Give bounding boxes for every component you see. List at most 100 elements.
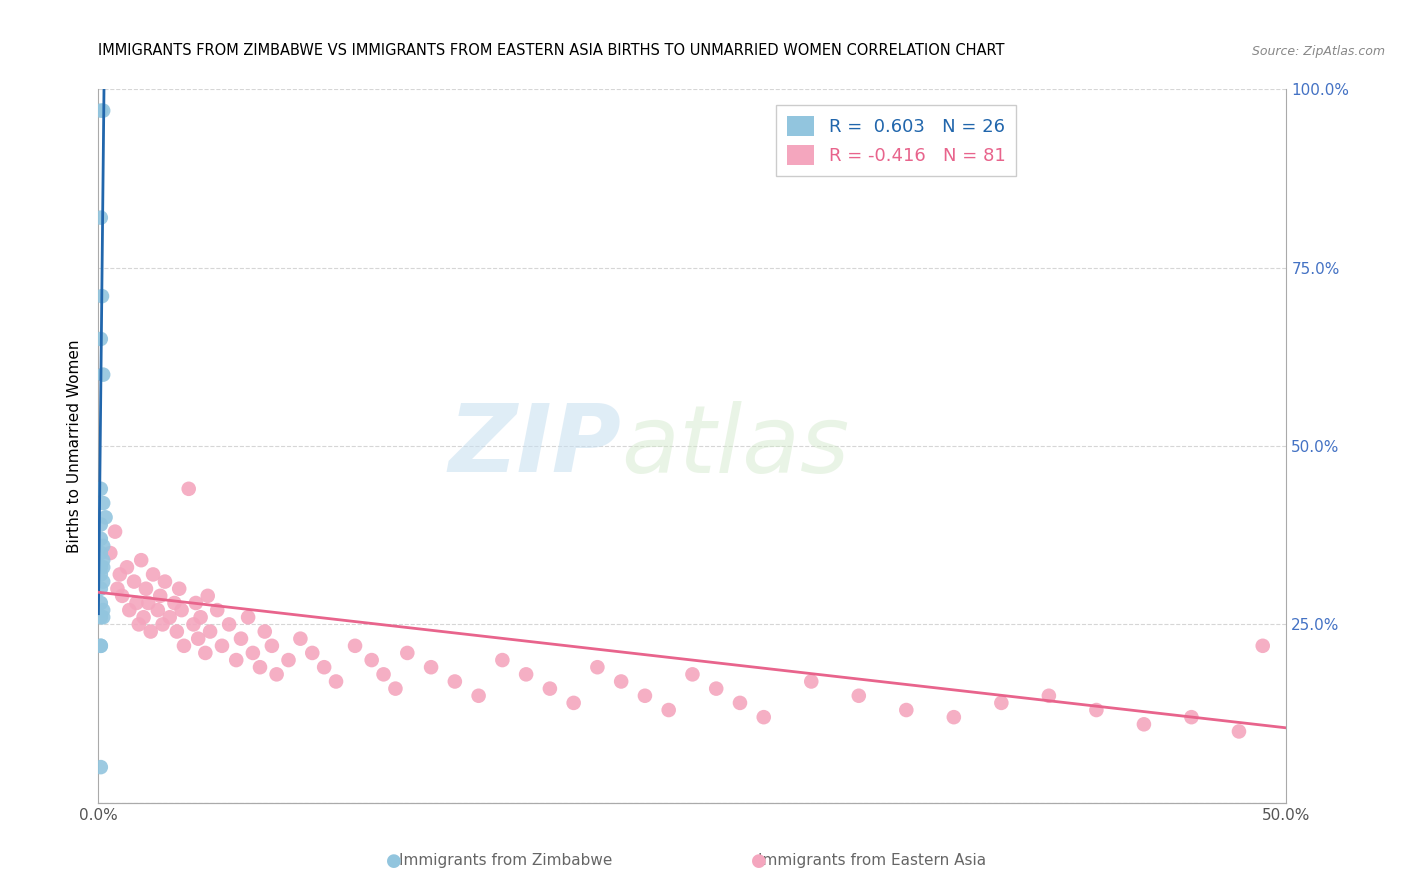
Point	[90, 760, 112, 774]
Point	[253, 624, 276, 639]
Point	[373, 667, 395, 681]
Point	[98, 546, 121, 560]
Point	[139, 624, 162, 639]
Point	[242, 646, 264, 660]
Point	[682, 667, 704, 681]
Point	[153, 574, 176, 589]
Text: Immigrants from Zimbabwe: Immigrants from Zimbabwe	[399, 854, 613, 868]
Text: IMMIGRANTS FROM ZIMBABWE VS IMMIGRANTS FROM EASTERN ASIA BIRTHS TO UNMARRIED WOM: IMMIGRANTS FROM ZIMBABWE VS IMMIGRANTS F…	[98, 43, 1005, 58]
Text: ●: ●	[751, 852, 768, 870]
Point	[132, 610, 155, 624]
Point	[91, 103, 114, 118]
Point	[538, 681, 561, 696]
Point	[197, 589, 219, 603]
Y-axis label: Births to Unmarried Women: Births to Unmarried Women	[67, 339, 83, 553]
Point	[90, 567, 112, 582]
Point	[91, 610, 114, 624]
Text: Immigrants from Eastern Asia: Immigrants from Eastern Asia	[758, 854, 986, 868]
Point	[90, 610, 112, 624]
Point	[896, 703, 918, 717]
Point	[183, 617, 205, 632]
Point	[314, 660, 336, 674]
Point	[118, 603, 141, 617]
Point	[301, 646, 323, 660]
Point	[1251, 639, 1274, 653]
Point	[90, 639, 112, 653]
Point	[266, 667, 288, 681]
Point	[704, 681, 727, 696]
Point	[190, 610, 212, 624]
Point	[249, 660, 271, 674]
Point	[1085, 703, 1108, 717]
Point	[344, 639, 367, 653]
Point	[360, 653, 382, 667]
Point	[149, 589, 172, 603]
Point	[236, 610, 259, 624]
Point	[800, 674, 823, 689]
Point	[1180, 710, 1202, 724]
Point	[91, 574, 114, 589]
Point	[187, 632, 209, 646]
Point	[122, 574, 145, 589]
Point	[167, 582, 190, 596]
Point	[277, 653, 299, 667]
Point	[90, 211, 112, 225]
Point	[198, 624, 221, 639]
Point	[173, 639, 195, 653]
Point	[163, 596, 186, 610]
Point	[91, 289, 114, 303]
Point	[90, 482, 112, 496]
Point	[135, 582, 157, 596]
Point	[225, 653, 247, 667]
Point	[290, 632, 312, 646]
Point	[586, 660, 609, 674]
Point	[658, 703, 681, 717]
Point	[136, 596, 159, 610]
Point	[610, 674, 633, 689]
Text: ●: ●	[385, 852, 402, 870]
Point	[218, 617, 240, 632]
Point	[125, 596, 148, 610]
Text: atlas: atlas	[621, 401, 849, 491]
Point	[159, 610, 181, 624]
Point	[420, 660, 443, 674]
Point	[384, 681, 406, 696]
Point	[1133, 717, 1156, 731]
Point	[90, 596, 112, 610]
Point	[152, 617, 174, 632]
Text: ZIP: ZIP	[449, 400, 621, 492]
Point	[91, 603, 114, 617]
Point	[170, 603, 193, 617]
Point	[260, 639, 283, 653]
Text: Source: ZipAtlas.com: Source: ZipAtlas.com	[1251, 45, 1385, 58]
Point	[990, 696, 1012, 710]
Point	[444, 674, 467, 689]
Point	[129, 553, 152, 567]
Point	[562, 696, 585, 710]
Point	[104, 524, 127, 539]
Point	[111, 589, 134, 603]
Point	[396, 646, 419, 660]
Point	[467, 689, 489, 703]
Point	[90, 546, 112, 560]
Point	[90, 582, 112, 596]
Point	[142, 567, 165, 582]
Point	[325, 674, 347, 689]
Point	[848, 689, 870, 703]
Point	[91, 553, 114, 567]
Point	[146, 603, 169, 617]
Point	[942, 710, 965, 724]
Point	[90, 532, 112, 546]
Point	[94, 510, 117, 524]
Point	[90, 332, 112, 346]
Point	[184, 596, 207, 610]
Point	[90, 103, 112, 118]
Point	[91, 560, 114, 574]
Point	[1227, 724, 1250, 739]
Point	[211, 639, 233, 653]
Point	[634, 689, 657, 703]
Point	[115, 560, 138, 574]
Point	[728, 696, 751, 710]
Legend: R =  0.603   N = 26, R = -0.416   N = 81: R = 0.603 N = 26, R = -0.416 N = 81	[776, 105, 1017, 176]
Point	[91, 496, 114, 510]
